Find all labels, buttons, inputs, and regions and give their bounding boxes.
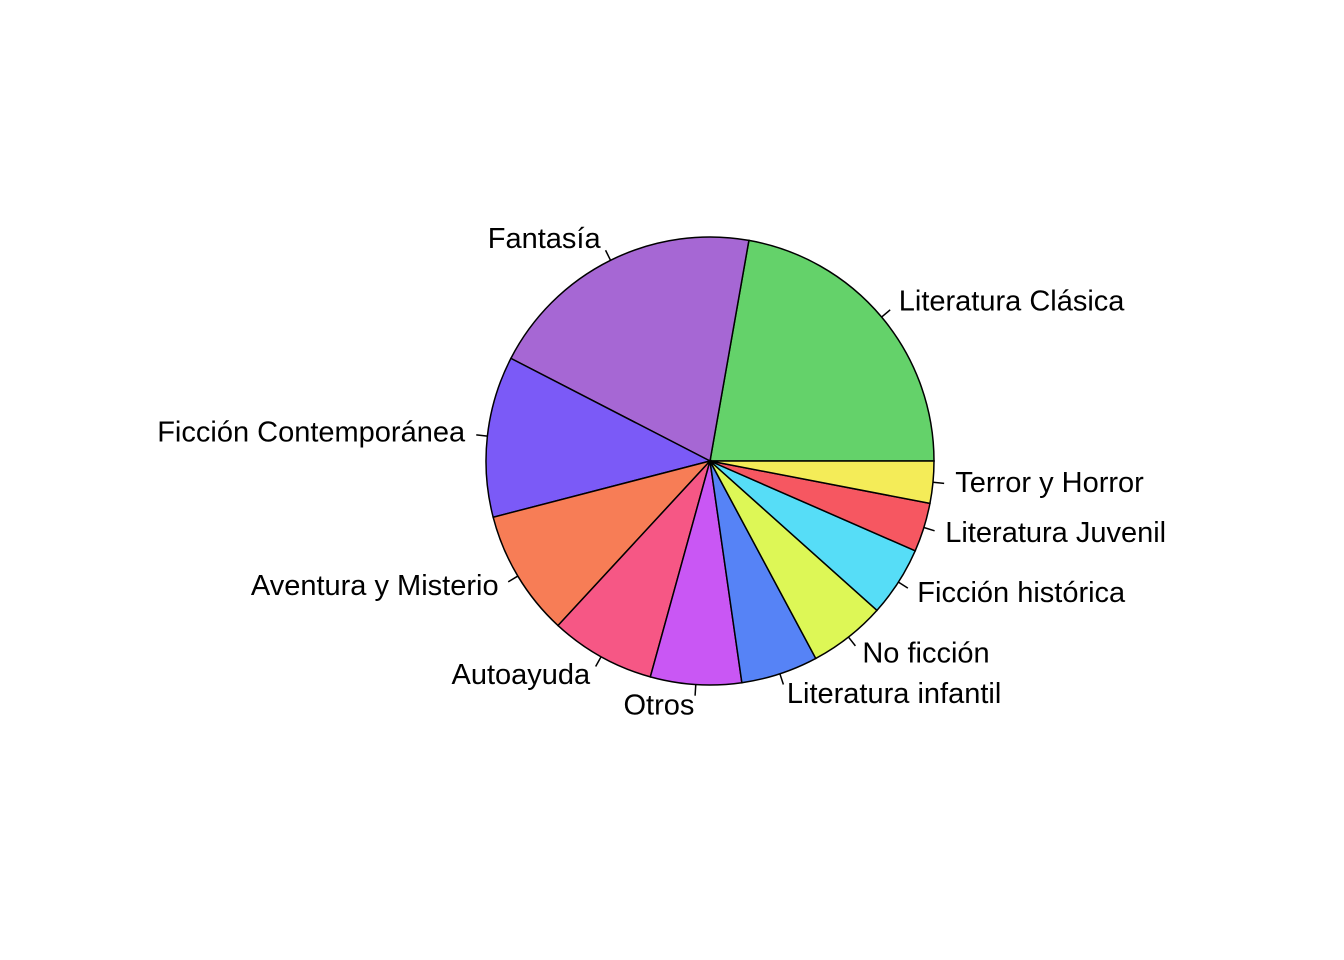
slice-label-fantasia: Fantasía [488,223,602,255]
label-tick-fantasia [604,249,612,261]
slice-label-no-ficcion: No ficción [862,637,989,669]
pie-slice-fantasia [509,236,750,463]
label-tick-ficcion-contemporanea [476,434,488,437]
slice-labels: Literatura Clásica Fantasía Ficción Contem… [157,223,1166,722]
label-tick-terror-y-horror [932,481,945,485]
slice-label-autoayuda: Autoayuda [452,659,592,691]
pie-slice-ficcion-contemporanea [485,357,713,519]
label-tick-otros [694,684,697,696]
pie-slice-terror-y-horror [709,460,935,505]
label-tick-no-ficcion [847,636,856,647]
slice-label-ficcion-historica: Ficción histórica [917,577,1126,609]
label-tick-autoayuda [594,656,602,667]
label-tick-literatura-infantil [779,673,785,685]
label-ticks [476,249,945,696]
slice-label-terror-y-horror: Terror y Horror [955,467,1144,499]
slice-label-ficcion-contemporanea: Ficción Contemporánea [157,416,466,448]
pie-slice-aventura-y-misterio [492,459,713,627]
pie-slice-autoayuda [556,460,711,678]
slice-label-otros: Otros [623,690,694,722]
pie-slices [485,236,935,686]
label-tick-aventura-y-misterio [507,575,519,583]
slice-label-literatura-clasica: Literatura Clásica [899,285,1126,317]
slice-label-literatura-juvenil: Literatura Juvenil [945,517,1166,549]
label-tick-literatura-juvenil [923,526,935,532]
label-tick-ficcion-historica [898,581,909,589]
slice-label-aventura-y-misterio: Aventura y Misterio [251,570,499,602]
label-tick-literatura-clasica [881,309,891,318]
slice-label-literatura-infantil: Literatura infantil [787,678,1001,710]
